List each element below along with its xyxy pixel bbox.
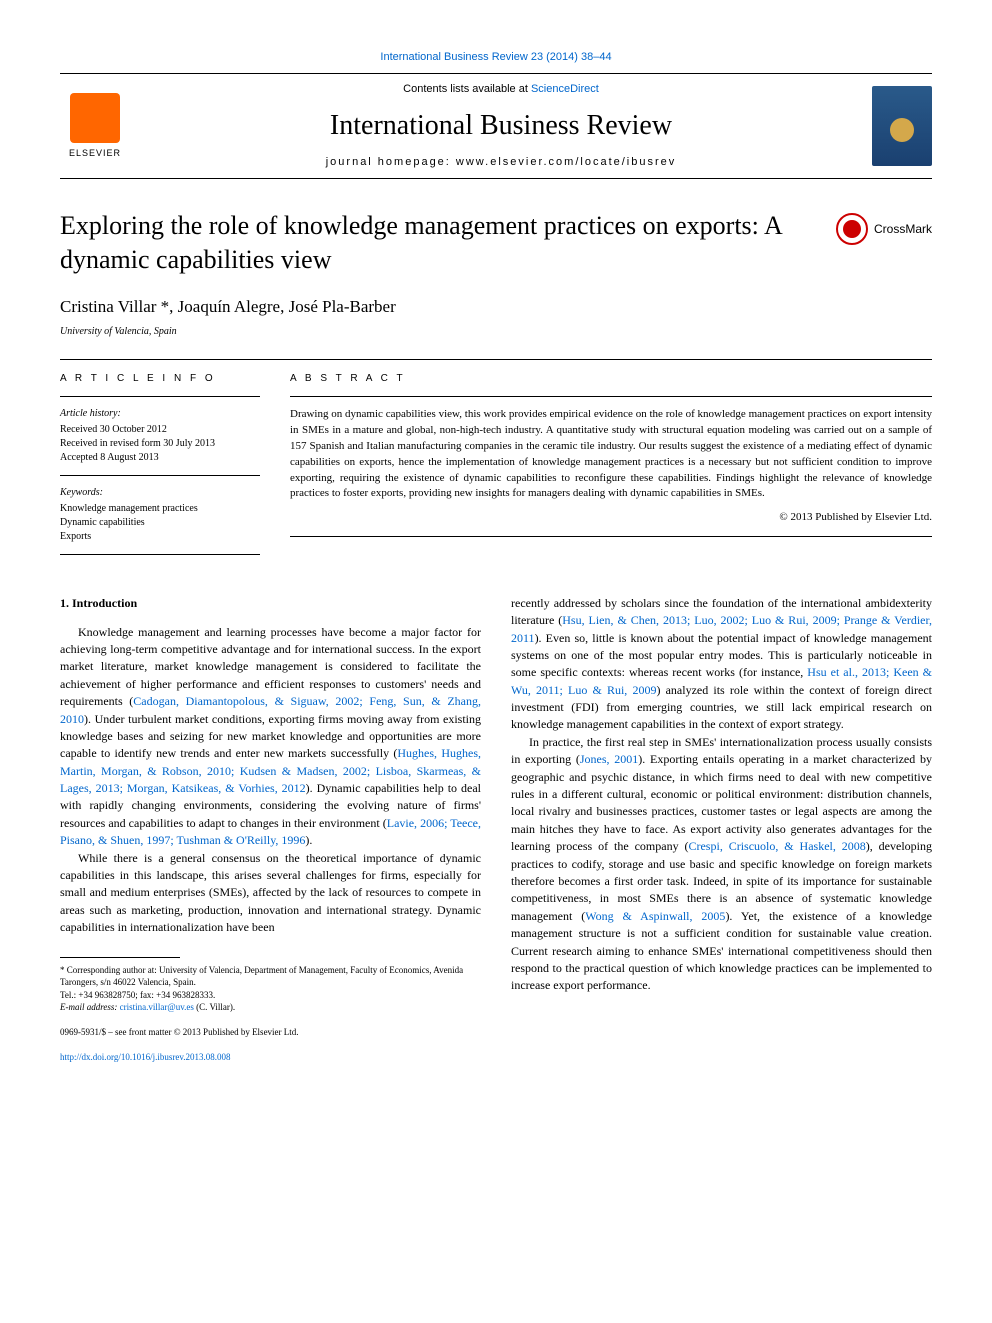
received-date: Received 30 October 2012 [60, 423, 260, 437]
elsevier-label: ELSEVIER [69, 147, 121, 160]
abstract-copyright: © 2013 Published by Elsevier Ltd. [290, 510, 932, 525]
body-paragraph: While there is a general consensus on th… [60, 850, 481, 937]
abstract-text: Drawing on dynamic capabilities view, th… [290, 407, 932, 503]
journal-cover-icon[interactable] [872, 86, 932, 166]
top-citation[interactable]: International Business Review 23 (2014) … [60, 50, 932, 65]
crossmark-badge[interactable]: CrossMark [836, 213, 932, 245]
article-info-column: A R T I C L E I N F O Article history: R… [60, 372, 260, 565]
corresponding-author-note: * Corresponding author at: University of… [60, 964, 481, 989]
keyword: Exports [60, 530, 260, 544]
email-link[interactable]: cristina.villar@uv.es [120, 1002, 194, 1012]
body-columns: 1. Introduction Knowledge management and… [60, 595, 932, 1063]
abstract-column: A B S T R A C T Drawing on dynamic capab… [290, 372, 932, 565]
history-label: Article history: [60, 407, 260, 421]
body-column-right: recently addressed by scholars since the… [511, 595, 932, 1063]
journal-header: ELSEVIER Contents lists available at Sci… [60, 73, 932, 179]
citation-link[interactable]: Jones, 2001 [580, 752, 638, 766]
journal-name: International Business Review [130, 106, 872, 145]
divider [60, 359, 932, 360]
homepage-line: journal homepage: www.elsevier.com/locat… [130, 155, 872, 170]
email-note: E-mail address: cristina.villar@uv.es (C… [60, 1001, 481, 1014]
keyword: Dynamic capabilities [60, 516, 260, 530]
contents-line: Contents lists available at ScienceDirec… [130, 82, 872, 97]
homepage-url[interactable]: www.elsevier.com/locate/ibusrev [456, 156, 676, 168]
authors: Cristina Villar *, Joaquín Alegre, José … [60, 295, 932, 319]
article-info-heading: A R T I C L E I N F O [60, 372, 260, 386]
section-1-heading: 1. Introduction [60, 595, 481, 612]
abstract-heading: A B S T R A C T [290, 372, 932, 386]
citation-link[interactable]: Wong & Aspinwall, 2005 [585, 909, 725, 923]
homepage-prefix: journal homepage: [326, 156, 456, 168]
elsevier-tree-icon [70, 93, 120, 143]
article-title: Exploring the role of knowledge manageme… [60, 209, 816, 277]
crossmark-icon [836, 213, 868, 245]
crossmark-label: CrossMark [874, 221, 932, 238]
doi-link[interactable]: http://dx.doi.org/10.1016/j.ibusrev.2013… [60, 1052, 231, 1062]
accepted-date: Accepted 8 August 2013 [60, 451, 260, 465]
keywords-label: Keywords: [60, 486, 260, 500]
contents-prefix: Contents lists available at [403, 83, 531, 95]
body-column-left: 1. Introduction Knowledge management and… [60, 595, 481, 1063]
issn-line: 0969-5931/$ – see front matter © 2013 Pu… [60, 1026, 481, 1039]
keyword: Knowledge management practices [60, 502, 260, 516]
footnote-divider [60, 957, 180, 958]
telephone-note: Tel.: +34 963828750; fax: +34 963828333. [60, 989, 481, 1002]
revised-date: Received in revised form 30 July 2013 [60, 437, 260, 451]
body-paragraph: Knowledge management and learning proces… [60, 624, 481, 850]
citation-link[interactable]: Crespi, Criscuolo, & Haskel, 2008 [688, 839, 865, 853]
affiliation: University of Valencia, Spain [60, 325, 932, 339]
sciencedirect-link[interactable]: ScienceDirect [531, 83, 599, 95]
elsevier-logo[interactable]: ELSEVIER [60, 86, 130, 166]
body-paragraph: recently addressed by scholars since the… [511, 595, 932, 734]
body-paragraph: In practice, the first real step in SMEs… [511, 734, 932, 995]
